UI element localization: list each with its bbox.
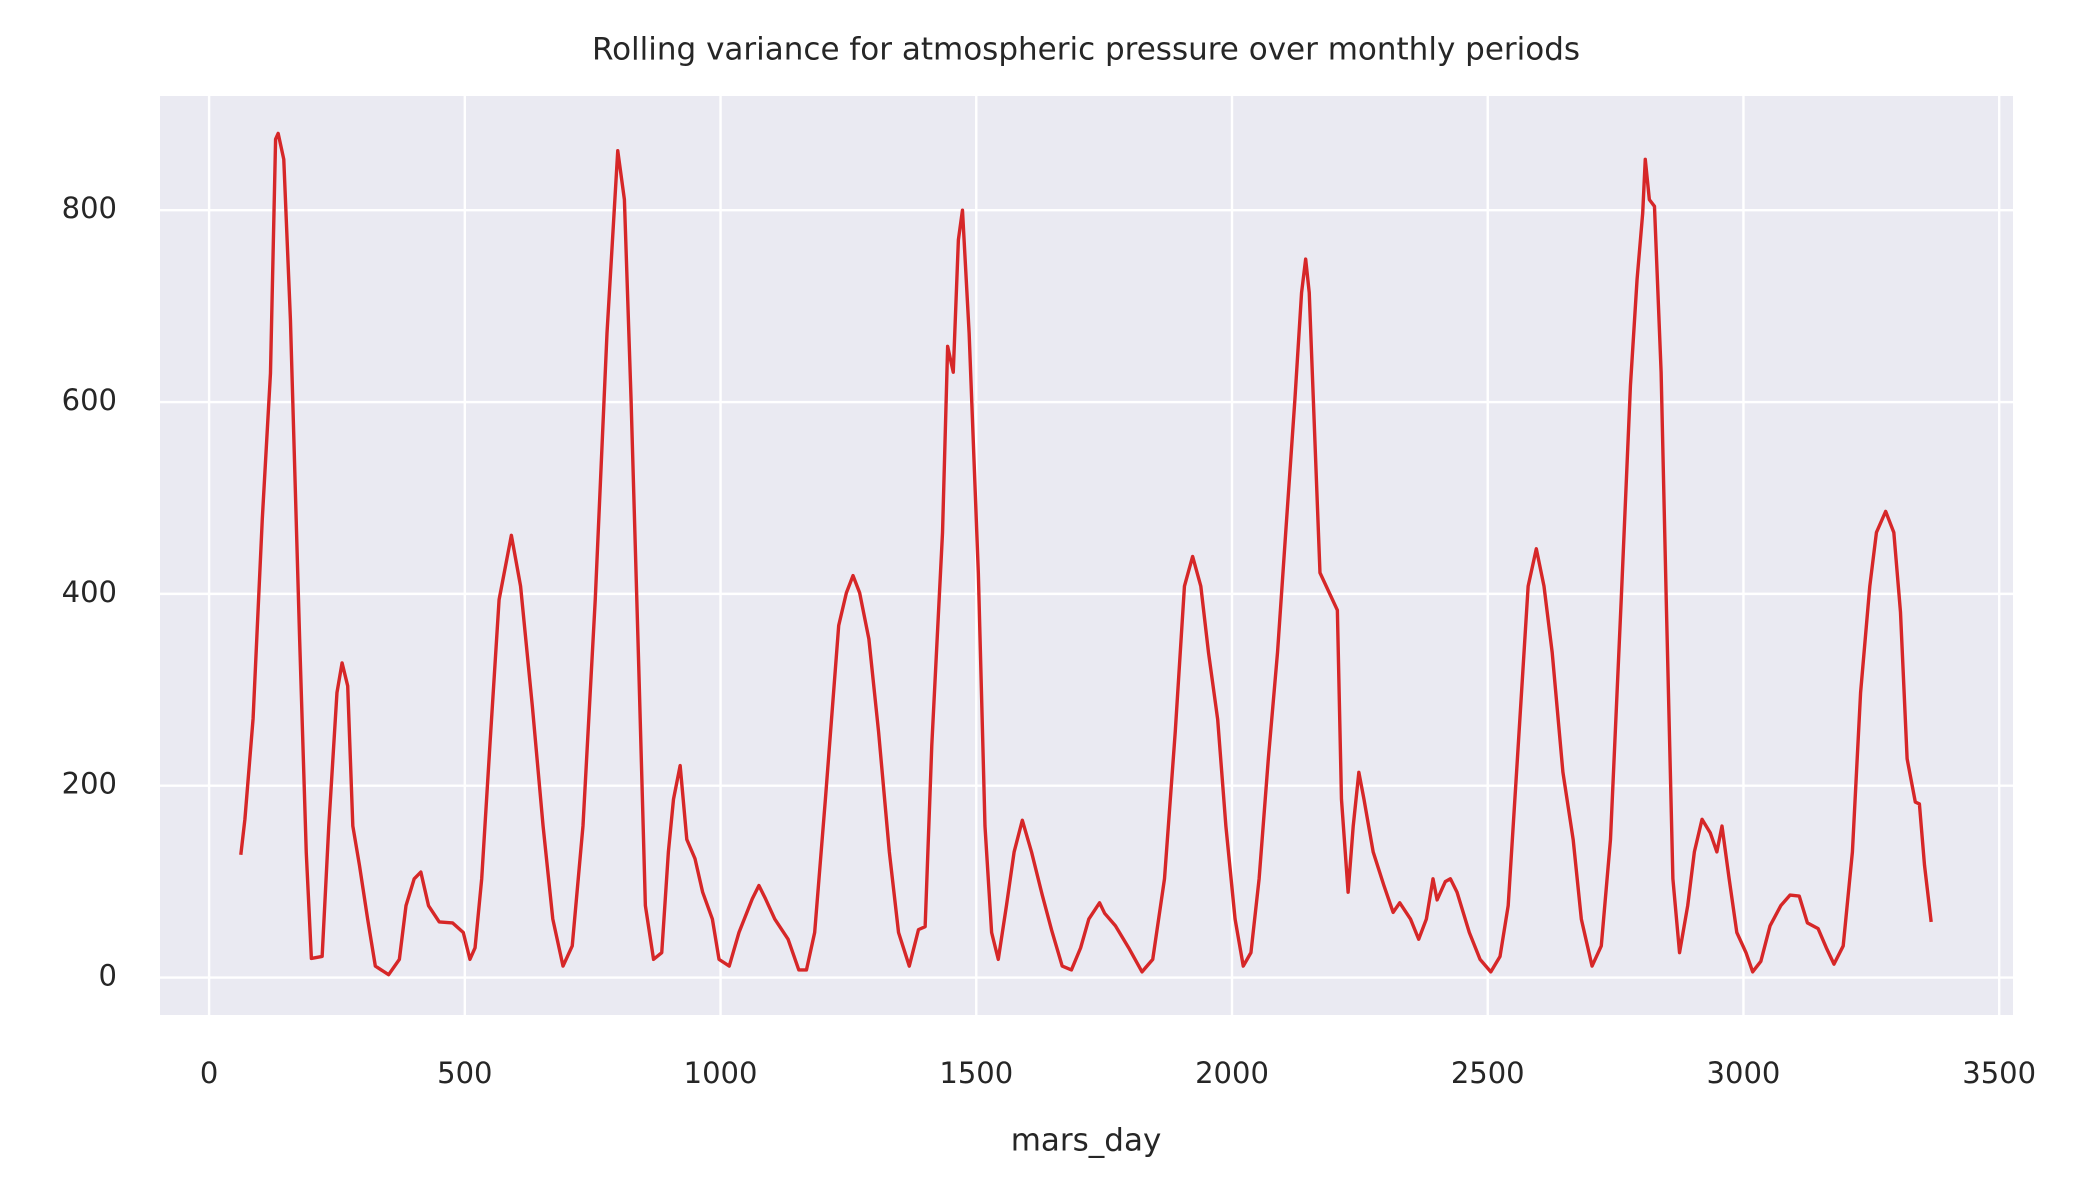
x-tick-label: 500 — [437, 1056, 492, 1090]
x-axis-label: mars_day — [1011, 1123, 1162, 1159]
chart-title: Rolling variance for atmospheric pressur… — [592, 32, 1580, 68]
x-tick-label: 2500 — [1451, 1056, 1525, 1090]
y-tick-label: 600 — [62, 383, 117, 417]
x-tick-label: 1500 — [939, 1056, 1013, 1090]
data-line — [239, 131, 1933, 977]
plot-area — [160, 96, 2013, 1015]
y-tick-label: 0 — [99, 959, 117, 993]
x-tick-label: 2000 — [1195, 1056, 1269, 1090]
x-tick-label: 0 — [200, 1056, 218, 1090]
y-tick-label: 200 — [62, 767, 117, 801]
y-tick-label: 400 — [62, 575, 117, 609]
x-tick-label: 3000 — [1707, 1056, 1781, 1090]
y-tick-label: 800 — [62, 191, 117, 225]
x-tick-label: 3500 — [1962, 1056, 2036, 1090]
x-tick-label: 1000 — [684, 1056, 758, 1090]
